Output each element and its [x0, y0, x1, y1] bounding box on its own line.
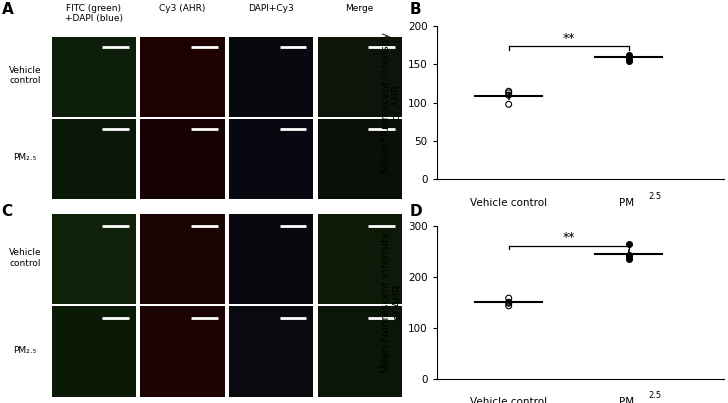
Point: [503, 299, 515, 305]
Point: [622, 57, 634, 64]
Point: [503, 300, 515, 307]
Text: Vehicle control: Vehicle control: [470, 198, 547, 208]
Y-axis label: Mean Fluorescent Intensity
of AHR: Mean Fluorescent Intensity of AHR: [381, 32, 403, 173]
Point: [503, 101, 515, 108]
Text: FITC (green)
+DAPI (blue): FITC (green) +DAPI (blue): [65, 4, 123, 23]
Text: PM: PM: [619, 198, 633, 208]
Text: DAPI+Cy3: DAPI+Cy3: [248, 4, 294, 13]
Text: PM: PM: [619, 397, 633, 403]
Point: [622, 51, 634, 58]
Text: PM₂.₅: PM₂.₅: [13, 346, 36, 355]
Text: PM₂.₅: PM₂.₅: [13, 154, 36, 162]
Text: C: C: [1, 204, 12, 218]
Text: **: **: [562, 31, 575, 45]
Point: [503, 303, 515, 309]
Point: [622, 53, 634, 59]
Text: **: **: [562, 231, 575, 244]
Text: D: D: [409, 204, 422, 218]
Point: [503, 92, 515, 98]
Point: [503, 295, 515, 301]
Text: Vehicle control: Vehicle control: [470, 397, 547, 403]
Text: 2.5: 2.5: [649, 391, 662, 400]
Text: B: B: [409, 2, 421, 17]
Text: A: A: [1, 2, 13, 17]
Point: [622, 253, 634, 260]
Text: Cy3 (AHR): Cy3 (AHR): [159, 4, 205, 13]
Point: [622, 240, 634, 247]
Text: Vehicle
control: Vehicle control: [9, 66, 41, 85]
Point: [503, 88, 515, 94]
Text: 2.5: 2.5: [649, 191, 662, 201]
Point: [622, 55, 634, 62]
Y-axis label: Mean Fluorescent Intensity
of AHR: Mean Fluorescent Intensity of AHR: [381, 232, 403, 373]
Point: [622, 252, 634, 258]
Point: [503, 89, 515, 96]
Text: Vehicle
control: Vehicle control: [9, 248, 41, 268]
Point: [622, 256, 634, 262]
Text: Merge: Merge: [346, 4, 374, 13]
